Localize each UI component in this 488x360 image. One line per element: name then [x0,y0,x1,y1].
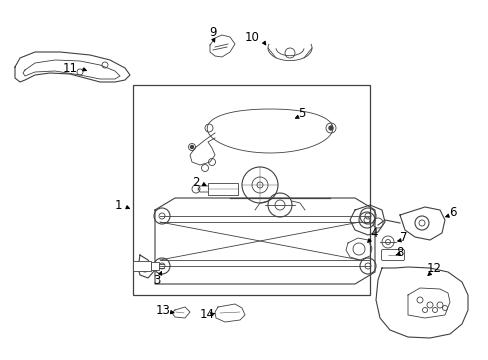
Circle shape [328,126,332,130]
Text: 4: 4 [369,226,377,239]
Text: 13: 13 [155,303,170,316]
Text: 14: 14 [199,307,214,320]
Text: 5: 5 [298,107,305,120]
Bar [133,85,369,295]
Text: 12: 12 [426,261,441,274]
Text: 2: 2 [192,176,199,189]
Text: 3: 3 [153,274,161,287]
Text: 6: 6 [448,206,456,219]
Bar [207,183,238,195]
Text: 10: 10 [244,31,259,44]
Text: 8: 8 [395,246,403,258]
FancyBboxPatch shape [381,249,404,261]
Text: 1: 1 [114,198,122,212]
Circle shape [190,145,193,149]
Bar [151,262,159,270]
Text: 11: 11 [62,62,77,75]
Bar [133,261,151,271]
Text: 7: 7 [400,230,407,243]
Text: 9: 9 [209,26,216,39]
